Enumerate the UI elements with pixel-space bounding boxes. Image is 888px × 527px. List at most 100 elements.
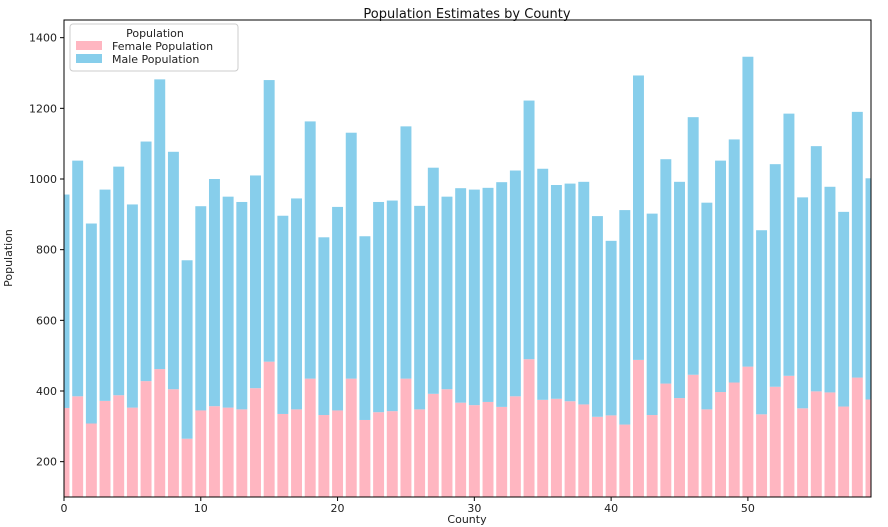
bar-female-20 <box>332 410 344 497</box>
bar-male-39 <box>591 216 603 417</box>
bar-male-6 <box>140 141 152 382</box>
y-axis: 200 400 600 800 1000 1200 1400 <box>29 32 64 469</box>
bar-female-47 <box>701 409 713 497</box>
bar-male-50 <box>742 56 754 367</box>
x-tick-label-20: 20 <box>331 502 345 515</box>
legend-box <box>69 23 239 72</box>
bar-male-3 <box>99 189 111 401</box>
bar-male-38 <box>578 181 590 405</box>
bar-male-17 <box>291 198 302 410</box>
bar-male-33 <box>509 170 521 397</box>
bar-male-36 <box>550 185 562 399</box>
legend-label-female: Female Population <box>112 40 213 53</box>
bar-female-2 <box>85 423 97 497</box>
y-tick-label-1000: 1000 <box>29 173 57 186</box>
legend-swatch-female <box>76 41 102 50</box>
bar-female-1 <box>72 396 84 497</box>
bar-male-23 <box>373 201 385 413</box>
bar-male-28 <box>441 196 453 390</box>
bar-female-33 <box>509 396 521 497</box>
legend-label-male: Male Population <box>112 53 199 66</box>
bar-female-6 <box>140 381 152 497</box>
bar-female-42 <box>633 359 644 497</box>
x-axis: 0 10 20 30 40 50 <box>61 497 755 515</box>
bar-female-57 <box>838 406 850 497</box>
bar-male-11 <box>208 179 220 407</box>
bar-male-1 <box>72 160 84 397</box>
bar-male-47 <box>701 202 713 410</box>
bar-female-30 <box>468 405 480 497</box>
bar-male-32 <box>496 182 508 407</box>
bar-female-55 <box>810 391 822 497</box>
bar-male-25 <box>400 126 412 379</box>
bar-male-35 <box>537 168 549 400</box>
bar-female-21 <box>345 378 357 497</box>
x-tick-label-30: 30 <box>467 502 481 515</box>
bar-male-37 <box>564 183 576 402</box>
bar-male-48 <box>715 160 727 393</box>
bar-female-5 <box>126 407 138 497</box>
bar-male-12 <box>222 196 234 408</box>
bar-male-8 <box>167 151 179 390</box>
bar-female-16 <box>277 413 289 497</box>
bar-male-24 <box>386 200 398 412</box>
bar-male-49 <box>728 139 740 383</box>
bar-male-55 <box>810 146 822 392</box>
y-tick-label-600: 600 <box>36 314 57 327</box>
bar-female-10 <box>195 410 207 497</box>
bar-male-15 <box>263 80 275 362</box>
chart-title: Population Estimates by County <box>363 7 570 22</box>
bar-female-49 <box>728 382 740 497</box>
bar-female-28 <box>441 389 453 497</box>
x-tick-label-50: 50 <box>741 502 755 515</box>
bar-male-41 <box>619 210 631 425</box>
y-tick-label-1200: 1200 <box>29 102 57 115</box>
bar-male-27 <box>427 167 439 394</box>
y-tick-label-800: 800 <box>36 244 57 257</box>
bar-female-9 <box>181 438 193 497</box>
bar-male-42 <box>633 75 644 360</box>
bar-female-32 <box>496 406 508 497</box>
bar-female-40 <box>605 415 617 497</box>
bar-female-37 <box>564 401 576 497</box>
legend: Population Female Population Male Popula… <box>69 23 239 72</box>
bar-female-50 <box>742 366 754 497</box>
bar-female-24 <box>386 411 398 497</box>
bar-female-18 <box>304 378 316 497</box>
bar-female-27 <box>427 393 439 497</box>
bar-male-22 <box>359 236 371 420</box>
bar-female-58 <box>851 377 863 497</box>
bar-female-41 <box>619 424 631 497</box>
bar-male-57 <box>838 211 850 407</box>
bar-male-4 <box>113 166 125 396</box>
bar-female-8 <box>167 389 179 497</box>
bar-male-26 <box>414 205 426 410</box>
bar-male-53 <box>783 113 795 376</box>
bar-female-59 <box>865 399 871 497</box>
bar-male-10 <box>195 206 207 411</box>
bar-male-29 <box>455 188 467 403</box>
bar-male-16 <box>277 215 289 414</box>
bar-male-20 <box>332 206 344 411</box>
bar-male-51 <box>756 230 768 415</box>
legend-swatch-male <box>76 54 102 63</box>
bar-male-5 <box>126 204 138 408</box>
bar-female-54 <box>797 408 809 497</box>
x-tick-label-0: 0 <box>61 502 68 515</box>
bar-female-15 <box>263 361 275 497</box>
x-tick-label-10: 10 <box>194 502 208 515</box>
bar-female-12 <box>222 407 234 497</box>
bar-female-22 <box>359 419 371 497</box>
plot-frame <box>63 19 872 498</box>
bar-female-11 <box>208 406 220 497</box>
bar-male-21 <box>345 132 357 379</box>
bar-female-13 <box>236 409 248 497</box>
bar-male-14 <box>250 175 261 389</box>
bars-layer <box>64 56 871 497</box>
bar-male-52 <box>769 164 781 387</box>
bar-female-52 <box>769 386 781 497</box>
bar-female-23 <box>373 412 385 497</box>
bar-female-14 <box>250 388 261 497</box>
bar-female-0 <box>64 407 70 497</box>
